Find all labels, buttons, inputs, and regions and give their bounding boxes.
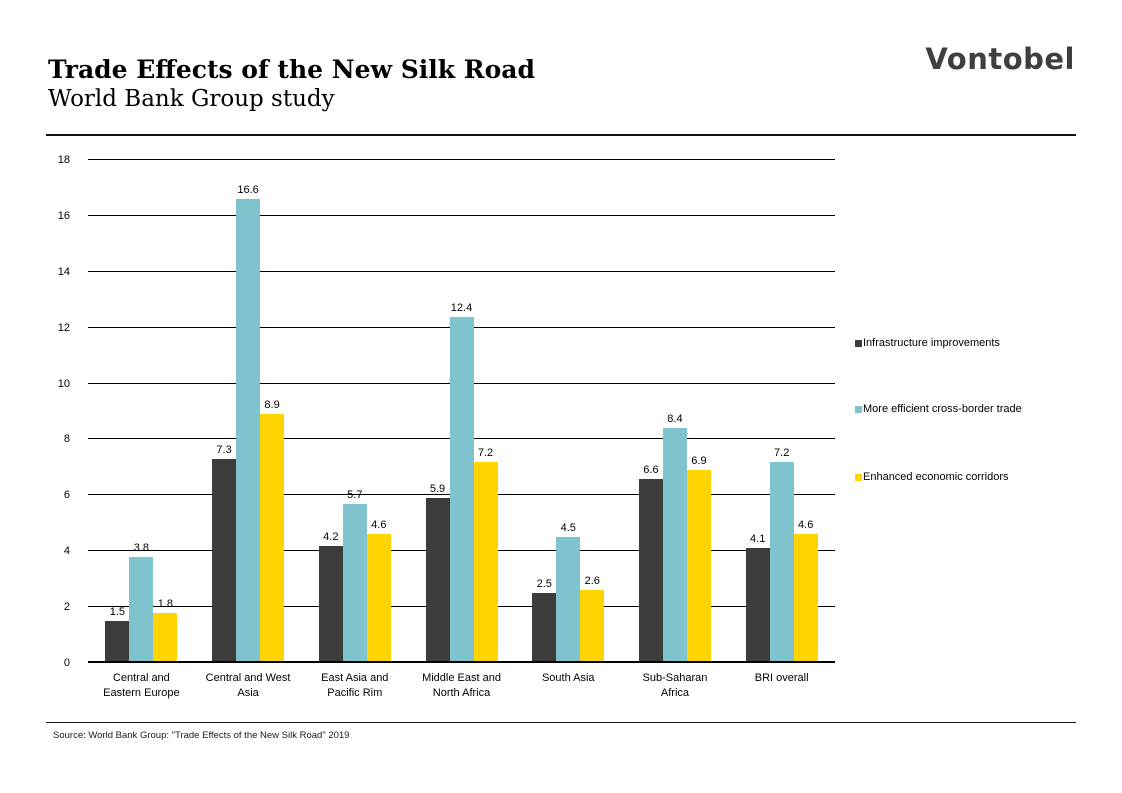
x-axis-label: Sub-Saharan Africa <box>642 672 708 699</box>
bar-group: 5.9 12.4 7.2 <box>408 160 515 663</box>
bar: 1.5 <box>105 606 130 663</box>
x-axis: Central and Eastern Europe Central and We… <box>88 671 835 701</box>
bar-group: 7.3 16.6 8.9 <box>195 160 302 663</box>
x-axis-line <box>88 661 835 663</box>
y-axis-tick-label: 8 <box>63 433 70 446</box>
y-axis-tick-label: 6 <box>63 489 70 502</box>
bar: 6.6 <box>638 464 663 663</box>
bar: 2.5 <box>532 578 557 663</box>
footer-divider <box>46 722 1076 723</box>
bar: 4.6 <box>366 519 391 663</box>
x-axis-label: Central and West Asia <box>205 672 291 699</box>
bar-group: 6.6 8.4 6.9 <box>622 160 729 663</box>
legend-marker-blue-square <box>855 405 862 413</box>
legend-marker-yellow-square <box>855 473 862 481</box>
bar-value-label: 1.5 <box>109 606 126 619</box>
bar-group: 4.1 7.2 4.6 <box>728 160 835 663</box>
y-axis-tick-label: 12 <box>57 321 70 334</box>
bar: 4.2 <box>318 531 343 663</box>
bar-value-label: 2.5 <box>536 578 552 591</box>
bar-value-label: 7.2 <box>774 446 790 459</box>
x-axis-label: Middle East and North Africa <box>422 672 501 699</box>
source-note: Source: World Bank Group: "Trade Effects… <box>53 730 350 741</box>
bar-value-label: 4.5 <box>560 522 576 535</box>
page-subtitle: World Bank Group study <box>48 86 335 112</box>
bar-value-label: 2.6 <box>584 575 600 588</box>
bar-value-label: 5.9 <box>429 483 446 496</box>
bar-value-label: 5.7 <box>347 488 363 501</box>
y-axis: 0 2 4 6 8 10 12 14 16 18 <box>0 154 80 669</box>
legend-marker-dark-square <box>855 339 862 347</box>
bar: 5.9 <box>425 483 450 663</box>
header-divider <box>46 134 1076 136</box>
gridline <box>88 159 835 160</box>
legend-item-economic-corridors: Enhanced economic corridors <box>855 471 1009 483</box>
bar: 7.2 <box>769 447 794 663</box>
bar-value-label: 6.6 <box>643 463 659 476</box>
bar-value-label: 3.8 <box>133 541 150 554</box>
gridline <box>88 214 835 216</box>
bar-value-label: 4.6 <box>371 519 387 532</box>
y-axis-tick-label: 10 <box>57 377 70 390</box>
bar: 5.7 <box>342 489 367 663</box>
bar: 4.1 <box>745 533 770 663</box>
y-axis-tick-label: 14 <box>57 265 70 278</box>
bar: 1.8 <box>153 598 178 663</box>
bar: 6.9 <box>686 455 711 663</box>
bar: 8.9 <box>260 399 285 663</box>
bar: 4.6 <box>793 519 818 663</box>
header: Trade Effects of the New Silk Road World… <box>48 54 535 114</box>
bar-group: 1.5 3.8 1.8 <box>88 160 195 663</box>
bar: 8.4 <box>662 413 687 663</box>
y-axis-tick-label: 18 <box>57 154 70 166</box>
x-axis-label: Central and Eastern Europe <box>103 672 180 699</box>
vontobel-logo: Vontobel <box>925 42 1075 76</box>
bar: 12.4 <box>449 302 474 663</box>
legend-label: Infrastructure improvements <box>863 337 1000 349</box>
x-axis-label: South Asia <box>541 672 595 684</box>
bar-group: 4.2 5.7 4.6 <box>301 160 408 663</box>
bar-value-label: 4.6 <box>798 519 814 532</box>
page-title: Trade Effects of the New Silk Road <box>48 55 535 84</box>
bar: 2.6 <box>580 575 605 663</box>
bar-value-label: 12.4 <box>450 301 473 314</box>
bar-value-label: 4.1 <box>750 533 766 546</box>
legend-label: More efficient cross-border trade <box>863 403 1022 415</box>
bar-value-label: 4.2 <box>323 530 339 543</box>
bar-value-label: 7.3 <box>216 444 232 457</box>
bar-group: 2.5 4.5 2.6 <box>515 160 622 663</box>
bar-value-label: 7.2 <box>477 446 494 459</box>
legend-item-cross-border-trade: More efficient cross-border trade <box>855 403 1022 415</box>
bar-value-label: 8.4 <box>667 413 683 426</box>
gridline <box>88 270 835 272</box>
bar: 3.8 <box>129 542 154 663</box>
bar-value-label: 6.9 <box>691 455 707 468</box>
y-axis-tick-label: 16 <box>57 209 70 222</box>
bar: 4.5 <box>556 522 581 663</box>
y-axis-tick-label: 0 <box>63 657 70 669</box>
y-axis-tick-label: 2 <box>63 601 70 614</box>
bar: 16.6 <box>236 184 261 663</box>
legend-label: Enhanced economic corridors <box>863 471 1009 483</box>
bar: 7.3 <box>212 444 237 663</box>
bar-groups: 1.5 3.8 1.8 7.3 16.6 8.9 4.2 5.7 4.6 5.9 12.4 7.2 2.… <box>88 160 835 663</box>
bar: 7.2 <box>473 447 498 663</box>
bar-value-label: 16.6 <box>237 184 259 197</box>
legend-item-infrastructure: Infrastructure improvements <box>855 337 1000 349</box>
bar-value-label: 8.9 <box>264 399 280 412</box>
plot-area: 1.5 3.8 1.8 7.3 16.6 8.9 4.2 5.7 4.6 5.9 12.4 7.2 2.… <box>88 159 835 663</box>
y-axis-tick-label: 4 <box>63 545 70 558</box>
bar-value-label: 1.8 <box>157 597 174 610</box>
x-axis-label: East Asia and Pacific Rim <box>321 672 389 699</box>
x-axis-label: BRI overall <box>754 672 809 684</box>
